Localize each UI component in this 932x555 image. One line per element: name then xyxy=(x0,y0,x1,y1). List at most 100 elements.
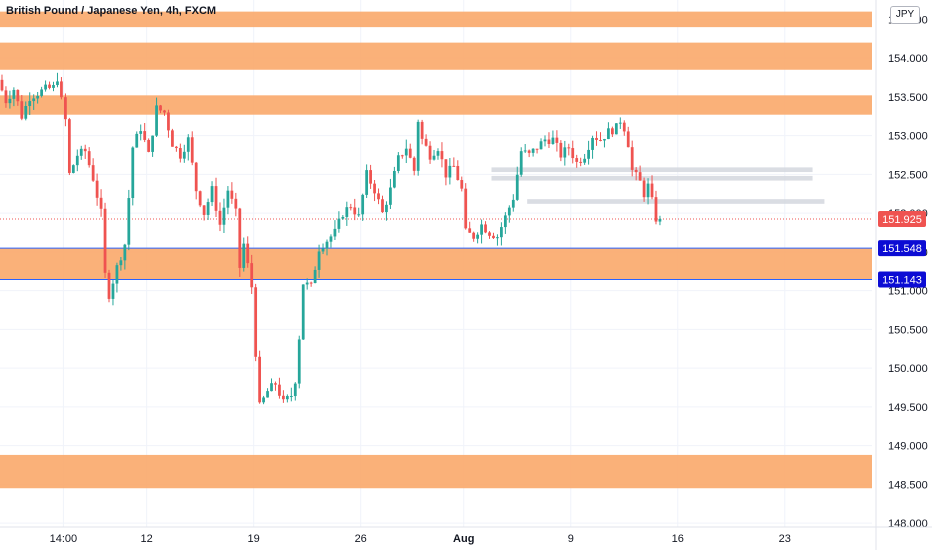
candle-body xyxy=(238,208,242,268)
candle-body xyxy=(464,188,468,229)
current-price-tag-bg xyxy=(878,210,926,227)
candle-body xyxy=(381,199,384,213)
candle-body xyxy=(341,216,345,219)
time-tick-label: 9 xyxy=(568,533,574,545)
candle-body xyxy=(139,131,143,134)
level-tag: 151.143 xyxy=(882,275,922,287)
candle-body xyxy=(186,137,190,152)
candle-body xyxy=(400,155,404,157)
candle-body xyxy=(642,180,646,198)
candle-body xyxy=(567,147,571,149)
candle-body xyxy=(420,121,424,139)
candle-body xyxy=(305,282,309,285)
price-tags: 151.925 151.548 151.143 xyxy=(878,210,926,288)
candle-body xyxy=(155,105,158,136)
candle-body xyxy=(456,165,460,181)
zone-rect xyxy=(0,42,872,70)
candle-body xyxy=(507,207,511,216)
candle-body xyxy=(428,145,432,160)
candle-body xyxy=(48,84,51,88)
zone-rect xyxy=(0,248,872,280)
price-tick-label: 148.500 xyxy=(888,479,928,491)
candle-body xyxy=(258,356,262,403)
candle-body xyxy=(460,180,464,189)
candle-body xyxy=(71,165,75,173)
candle-body xyxy=(282,395,285,400)
candle-body xyxy=(167,112,170,131)
level-lines xyxy=(0,218,872,281)
candle-body xyxy=(484,224,487,233)
candle-body xyxy=(222,207,226,225)
candle-body xyxy=(4,90,8,104)
candle-body xyxy=(618,122,622,124)
candle-body xyxy=(135,133,139,148)
candle-body xyxy=(539,141,543,150)
current-price-tag: 151.925 xyxy=(882,214,922,226)
candle-body xyxy=(591,137,594,150)
candle-body xyxy=(575,158,579,162)
time-tick-label: 19 xyxy=(248,533,260,545)
candle-body xyxy=(56,81,59,86)
candle-body xyxy=(496,237,499,239)
candle-body xyxy=(492,235,495,239)
candle-body xyxy=(317,251,321,270)
candle-body xyxy=(289,396,293,398)
candle-body xyxy=(226,190,230,208)
candle-body xyxy=(658,218,662,222)
candle-body xyxy=(12,89,16,99)
support-resistance-zones xyxy=(0,11,872,489)
candle-body xyxy=(194,162,198,192)
candle-body xyxy=(622,122,626,132)
candle-body xyxy=(563,147,567,158)
candle-body xyxy=(452,165,456,167)
candle-body xyxy=(500,227,503,238)
price-tick-label: 150.500 xyxy=(888,324,928,336)
candle-body xyxy=(365,170,369,195)
candle-body xyxy=(28,101,32,107)
time-tick-label: 12 xyxy=(141,533,153,545)
candle-body xyxy=(278,384,281,396)
time-axis[interactable]: 14:00 12 19 26 Aug 9 16 23 xyxy=(0,526,932,545)
price-tick-label: 153.500 xyxy=(888,92,928,104)
candle-body xyxy=(210,186,214,203)
candle-body xyxy=(361,194,365,215)
candle-body xyxy=(392,170,396,188)
candle-body xyxy=(198,191,202,206)
candle-body xyxy=(262,397,265,403)
candle-body xyxy=(599,139,602,141)
candle-body xyxy=(83,148,87,152)
candle-body xyxy=(190,137,194,163)
candle-body xyxy=(369,170,372,184)
candle-body xyxy=(333,228,337,237)
candle-body xyxy=(357,214,361,216)
currency-button[interactable]: JPY xyxy=(890,6,920,24)
price-tick-label: 149.500 xyxy=(888,402,928,414)
candle-body xyxy=(36,95,40,99)
candle-body xyxy=(242,243,246,268)
candle-body xyxy=(650,183,654,198)
candle-body xyxy=(246,243,250,264)
candle-body xyxy=(87,151,91,166)
candle-body xyxy=(630,147,634,170)
candle-body xyxy=(171,130,174,147)
candle-body xyxy=(266,391,269,398)
candle-body xyxy=(503,215,507,228)
candle-body xyxy=(75,155,79,166)
candle-body xyxy=(610,128,614,135)
candle-body xyxy=(147,139,151,152)
candle-body xyxy=(396,155,400,171)
candle-body xyxy=(579,161,583,163)
candle-body xyxy=(444,159,448,178)
candle-body xyxy=(107,272,111,299)
candle-body xyxy=(626,131,630,148)
candle-body xyxy=(95,180,99,198)
range-box xyxy=(491,167,813,173)
price-tick-label: 154.000 xyxy=(888,53,928,65)
candle-body xyxy=(638,172,642,181)
time-tick-label: 26 xyxy=(355,533,367,545)
candle-body xyxy=(523,150,527,152)
candle-body xyxy=(634,169,638,173)
candle-body xyxy=(99,197,103,209)
candle-body xyxy=(250,263,254,288)
